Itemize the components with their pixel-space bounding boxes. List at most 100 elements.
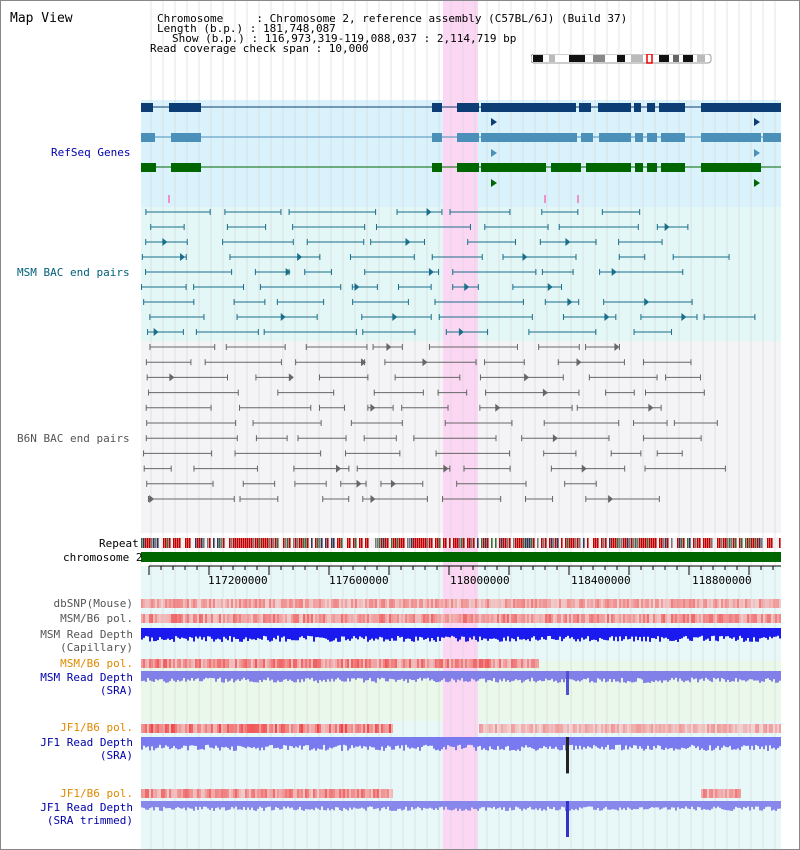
jf1-trim-pol-cell — [291, 789, 293, 798]
msm-bac-track-label[interactable]: MSM BAC end pairs — [17, 266, 130, 279]
dbsnp-cell — [641, 599, 643, 608]
jf1-depth-sra-bar — [555, 737, 557, 747]
jf1-depth-sra-bar — [241, 737, 243, 747]
jf1-trim-pol-cell — [385, 789, 387, 798]
msm-depth-sra-bar — [695, 671, 697, 679]
msm-pol-sra-cell — [353, 659, 355, 668]
msm-depth-cap-bar — [205, 628, 207, 642]
msm-pol-cap-cell — [273, 614, 275, 623]
msm-pol-cap-cell — [311, 614, 313, 623]
jf1-read-depth-sra-label[interactable]: JF1 Read Depth — [40, 736, 133, 749]
msm-pol-cap-cell — [577, 614, 579, 623]
repeat-element — [311, 538, 313, 548]
jf1-depth-trim-bar — [669, 801, 671, 810]
msm-depth-cap-bar — [257, 628, 259, 639]
msm-pol-sra-cell — [447, 659, 449, 668]
jf1-depth-sra-bar — [615, 737, 617, 745]
msm-b6-pol-sra-label[interactable]: MSM/B6 pol. — [60, 657, 133, 670]
jf1-depth-trim-bar — [179, 801, 181, 809]
repeat-track-label[interactable]: Repeat — [99, 537, 139, 550]
dbsnp-cell — [221, 599, 223, 608]
jf1-pol-cell — [249, 724, 251, 733]
jf1-pol-cell — [529, 724, 531, 733]
repeat-element — [585, 538, 587, 548]
dbsnp-track-label[interactable]: dbSNP(Mouse) — [53, 597, 133, 610]
repeat-element — [503, 538, 505, 548]
msm-depth-sra-bar — [267, 671, 269, 678]
refseq-track-label[interactable]: RefSeq Genes — [51, 146, 131, 159]
jf1-pol-cell — [319, 724, 321, 733]
msm-depth-cap-bar — [501, 628, 503, 642]
msm-pol-cap-cell — [559, 614, 561, 623]
msm-depth-cap-bar — [709, 628, 711, 642]
msm-pol-cap-cell — [495, 614, 497, 623]
repeat-element — [433, 538, 435, 548]
jf1-b6-pol-trimmed-label[interactable]: JF1/B6 pol. — [60, 787, 133, 800]
jf1-depth-sra-bar — [365, 737, 367, 747]
jf1-depth-sra-bar — [525, 737, 527, 746]
chromosome-ideogram[interactable] — [531, 54, 712, 64]
jf1-depth-trim-bar — [651, 801, 653, 808]
repeat-element — [469, 538, 471, 548]
msm-depth-sra-bar — [159, 671, 161, 680]
msm-depth-cap-bar — [549, 628, 551, 636]
jf1-trim-pol-cell — [371, 789, 373, 798]
jf1-pol-cell — [377, 724, 379, 733]
msm-pol-cap-cell — [477, 614, 479, 623]
msm-depth-sra-bar — [643, 671, 645, 683]
msm-depth-sra-bar — [737, 671, 739, 682]
msm-depth-cap-bar — [221, 628, 223, 642]
msm-depth-sra-bar — [223, 671, 225, 683]
msm-pol-cap-cell — [249, 614, 251, 623]
jf1-depth-sra-bar — [319, 737, 321, 750]
msm-pol-cap-cell — [743, 614, 745, 623]
repeat-element — [449, 538, 451, 548]
selection-highlight[interactable] — [443, 1, 478, 849]
jf1-depth-sra-bar — [623, 737, 625, 750]
repeat-element — [329, 538, 331, 548]
repeat-element — [215, 538, 217, 548]
msm-depth-sra-bar — [763, 671, 765, 682]
msm-read-depth-sra-label[interactable]: MSM Read Depth — [40, 671, 133, 684]
msm-depth-cap-bar — [535, 628, 537, 640]
jf1-depth-trim-bar — [281, 801, 283, 810]
repeat-element — [623, 538, 625, 548]
dbsnp-cell — [739, 599, 741, 608]
msm-pol-cap-cell — [655, 614, 657, 623]
msm-pol-sra-cell — [529, 659, 531, 668]
jf1-read-depth-trimmed-label[interactable]: JF1 Read Depth — [40, 801, 133, 814]
jf1-depth-trim-bar — [485, 801, 487, 811]
msm-depth-cap-bar — [663, 628, 665, 639]
dbsnp-cell — [345, 599, 347, 608]
msm-pol-sra-cell — [419, 659, 421, 668]
msm-b6-pol-capillary-label[interactable]: MSM/B6 pol. — [60, 612, 133, 625]
jf1-depth-trim-bar — [741, 801, 743, 810]
msm-pol-sra-cell — [207, 659, 209, 668]
jf1-depth-sra-bar — [651, 737, 653, 750]
jf1-trim-pol-cell — [311, 789, 313, 798]
jf1-depth-sra-bar — [723, 737, 725, 746]
repeat-element — [591, 538, 593, 548]
msm-depth-sra-bar — [545, 671, 547, 679]
msm-depth-sra-bar — [339, 671, 341, 680]
msm-pol-cap-cell — [567, 614, 569, 623]
jf1-pol-cell — [593, 724, 595, 733]
msm-pol-cap-cell — [481, 614, 483, 623]
msm-pol-sra-cell — [437, 659, 439, 668]
msm-depth-sra-bar — [281, 671, 283, 682]
dbsnp-cell — [169, 599, 171, 608]
msm-depth-sra-bar — [231, 671, 233, 679]
msm-depth-sra-bar — [741, 671, 743, 681]
repeat-element — [705, 538, 707, 548]
msm-pol-cap-cell — [269, 614, 271, 623]
repeat-element — [217, 538, 219, 548]
dbsnp-cell — [271, 599, 273, 608]
jf1-depth-sra-bar — [467, 737, 469, 745]
repeat-element — [199, 538, 201, 548]
jf1-b6-pol-label[interactable]: JF1/B6 pol. — [60, 721, 133, 734]
jf1-depth-trim-bar — [177, 801, 179, 808]
msm-read-depth-capillary-label[interactable]: MSM Read Depth — [40, 628, 133, 641]
b6n-bac-track-label[interactable]: B6N BAC end pairs — [17, 432, 130, 445]
chromosome-track-label[interactable]: chromosome 2 — [63, 551, 143, 564]
msm-depth-cap-bar — [517, 628, 519, 637]
